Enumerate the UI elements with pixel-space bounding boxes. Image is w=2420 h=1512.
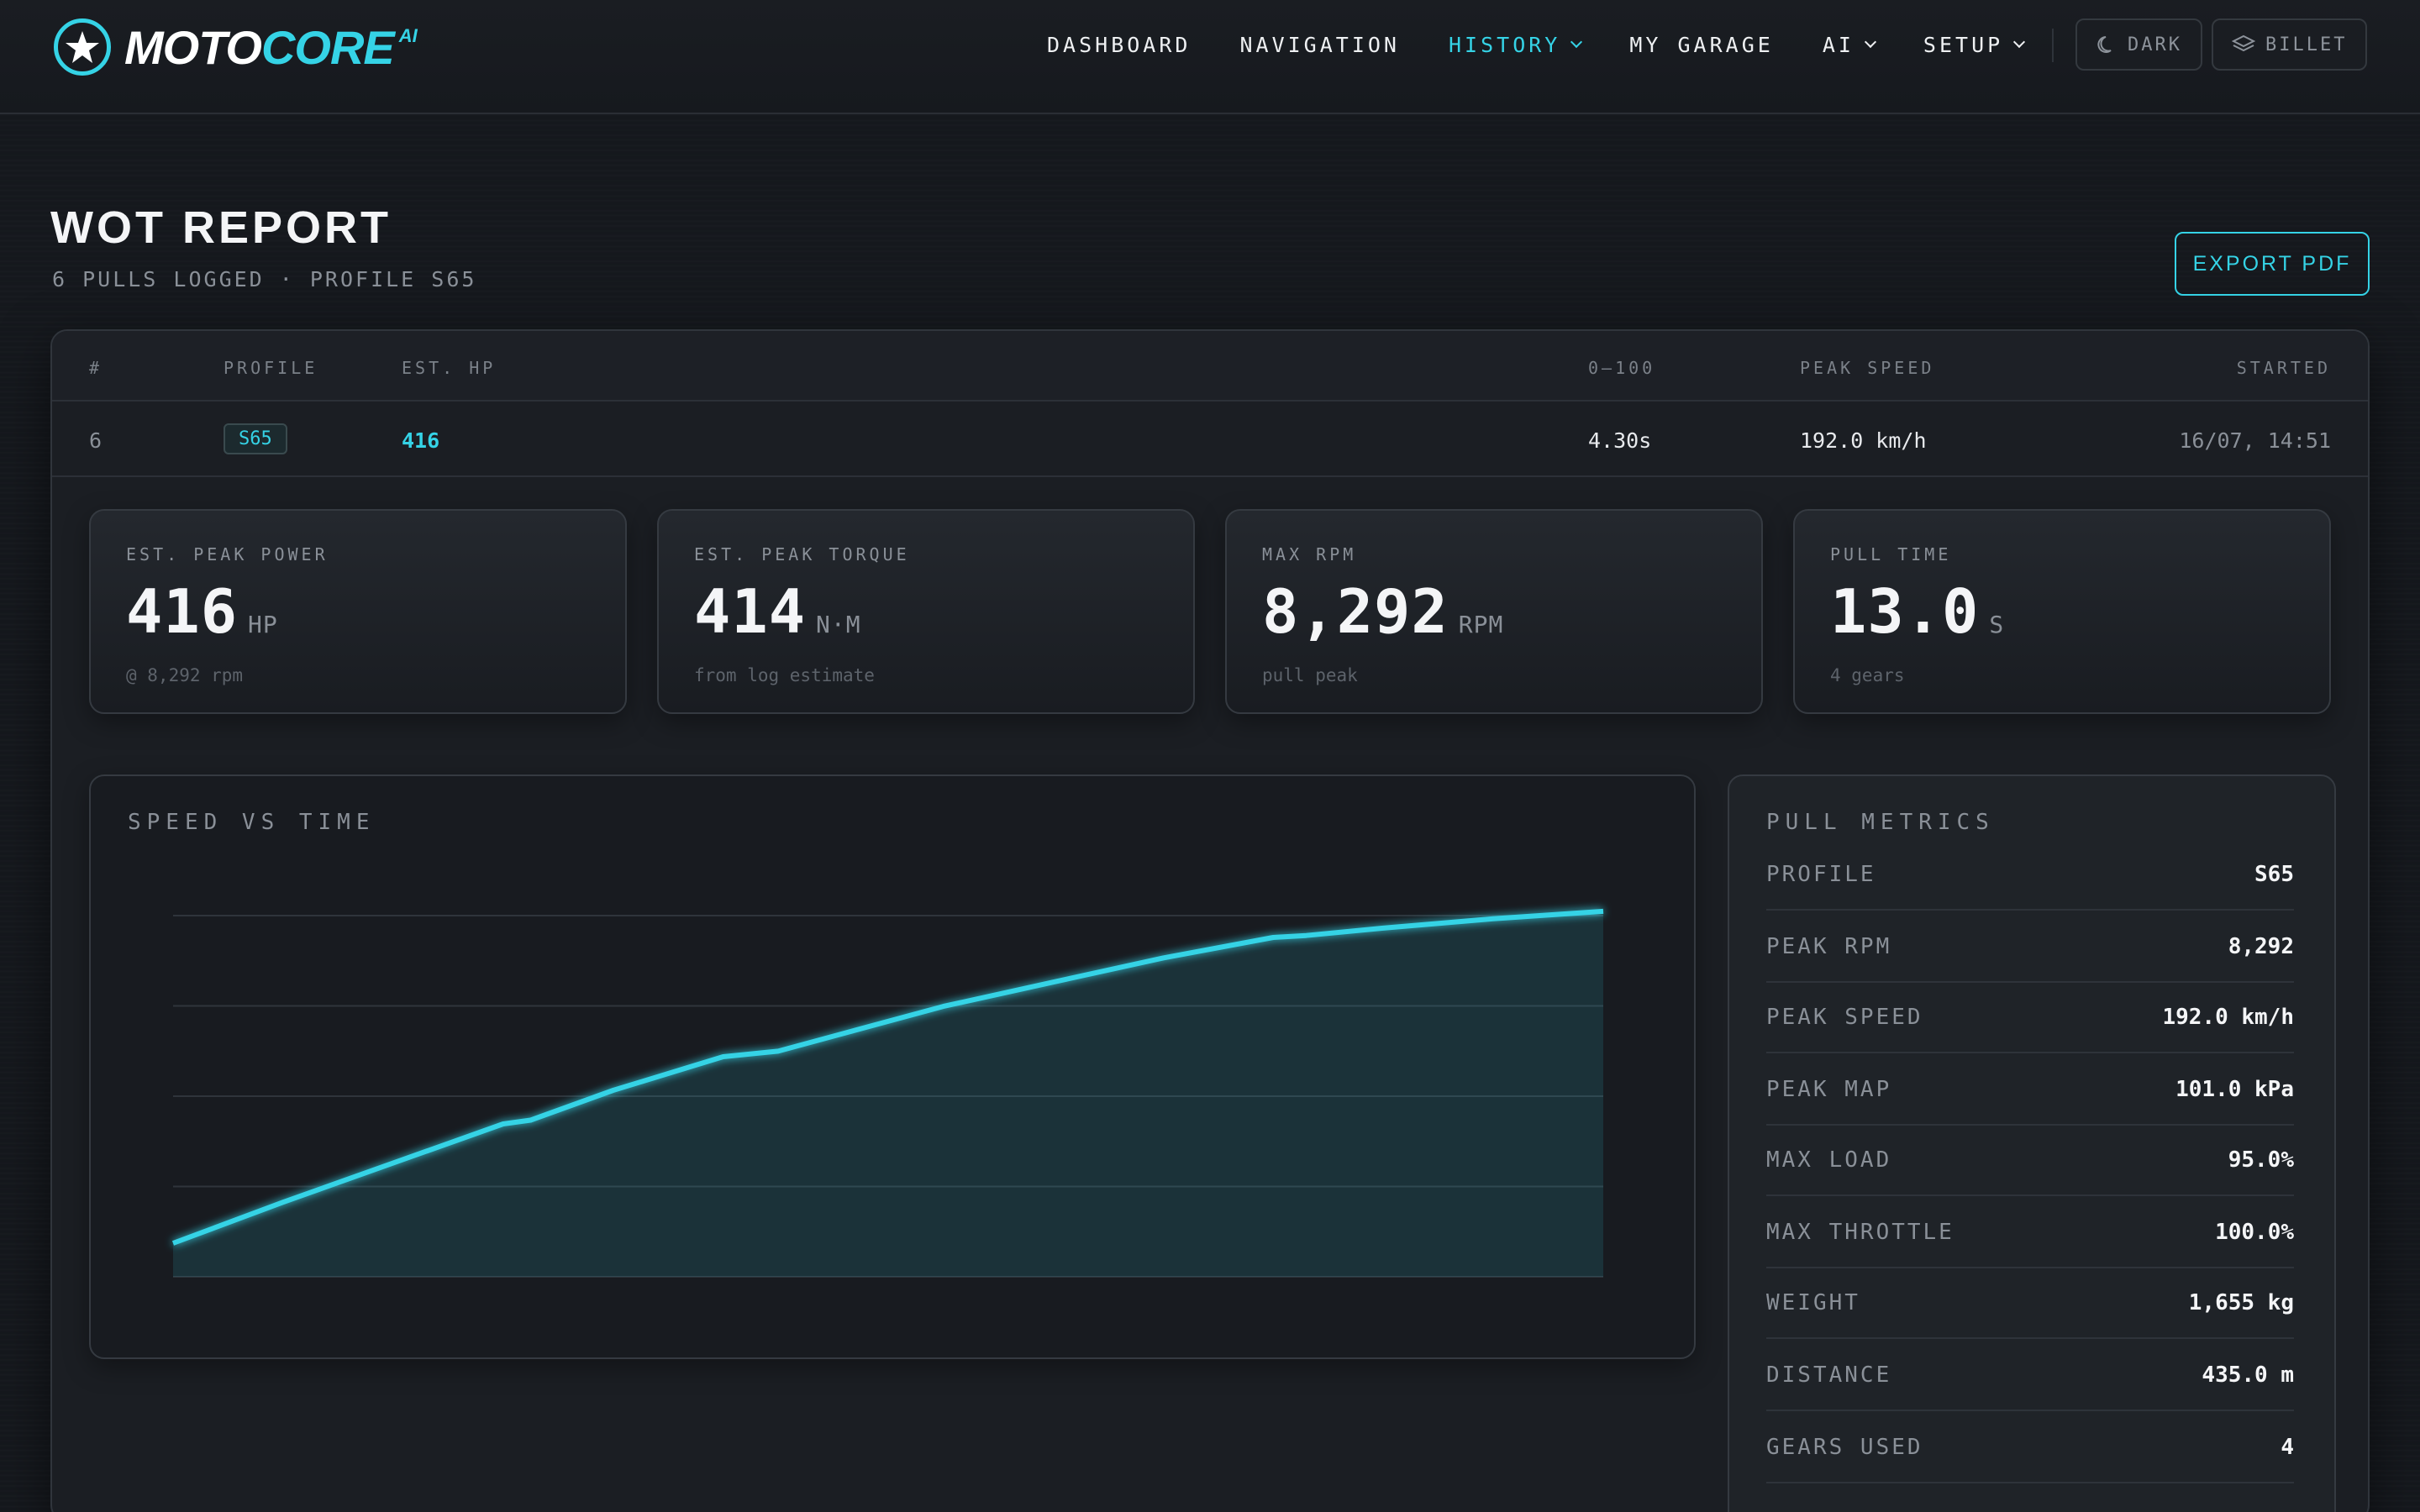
- row-peak-speed: 192.0 km/h: [1800, 428, 1927, 453]
- page-title: WOT REPORT: [50, 202, 392, 253]
- metric-key: PROFILE: [1766, 862, 1876, 887]
- metric-value: 100.0%: [2215, 1220, 2294, 1245]
- metric-row-peak-speed: PEAK SPEED 192.0 km/h: [1766, 981, 2294, 1053]
- chart-title: SPEED VS TIME: [128, 810, 376, 835]
- brand-logo[interactable]: MOTOCORE AI: [54, 17, 418, 77]
- metric-row-gears-used: GEARS USED 4: [1766, 1411, 2294, 1483]
- main-nav: DASHBOARD NAVIGATION HISTORY MY GARAGE A…: [1047, 27, 2072, 62]
- nav-dashboard[interactable]: DASHBOARD: [1047, 32, 1192, 57]
- col-header-hp: EST. HP: [402, 358, 497, 378]
- metric-row-profile: PROFILE S65: [1766, 838, 2294, 911]
- table-header: # PROFILE EST. HP 0–100 PEAK SPEED START…: [52, 331, 2368, 402]
- stat-value: 414: [694, 576, 807, 647]
- profile-badge: S65: [224, 423, 287, 454]
- col-header-profile: PROFILE: [224, 358, 318, 378]
- stat-unit: N·M: [816, 611, 861, 638]
- theme-toggle-label: DARK: [2128, 34, 2182, 55]
- nav-my-garage[interactable]: MY GARAGE: [1629, 32, 1774, 57]
- nav-history[interactable]: HISTORY: [1449, 33, 1583, 57]
- stat-card-peak-power: EST. PEAK POWER 416 HP @ 8,292 rpm: [89, 509, 627, 714]
- col-header-0-100: 0–100: [1588, 358, 1656, 378]
- col-header-peak-speed: PEAK SPEED: [1800, 358, 1935, 378]
- row-num: 6: [89, 428, 103, 453]
- stat-label: MAX RPM: [1262, 544, 1357, 564]
- metric-value: 8,292: [2228, 934, 2294, 959]
- stat-label: EST. PEAK POWER: [126, 544, 329, 564]
- metric-value: 192.0 km/h: [2162, 1005, 2294, 1030]
- brand-ai-tag: AI: [398, 25, 418, 46]
- metric-key: PEAK SPEED: [1766, 1005, 1923, 1030]
- metric-key: GEARS USED: [1766, 1435, 1923, 1460]
- chevron-down-icon: [1864, 35, 1876, 49]
- stat-card-max-rpm: MAX RPM 8,292 RPM pull peak: [1225, 509, 1763, 714]
- metric-key: PEAK RPM: [1766, 934, 1892, 959]
- metric-row-max-throttle: MAX THROTTLE 100.0%: [1766, 1196, 2294, 1268]
- metric-key: WEIGHT: [1766, 1290, 1860, 1315]
- col-header-num: #: [89, 358, 103, 378]
- metric-value: S65: [2254, 862, 2294, 887]
- metric-row-weight: WEIGHT 1,655 kg: [1766, 1267, 2294, 1339]
- page-subtitle: 6 PULLS LOGGED · PROFILE S65: [52, 267, 477, 291]
- stat-unit: HP: [248, 611, 278, 638]
- stat-card-peak-torque: EST. PEAK TORQUE 414 N·M from log estimat…: [657, 509, 1195, 714]
- skin-select-button[interactable]: BILLET: [2212, 18, 2368, 71]
- stat-sub: pull peak: [1262, 665, 1358, 685]
- stat-card-pull-time: PULL TIME 13.0 S 4 gears: [1793, 509, 2331, 714]
- stat-sub: from log estimate: [694, 665, 875, 685]
- metric-row-peak-map: PEAK MAP 101.0 kPa: [1766, 1053, 2294, 1126]
- metric-value: 435.0 m: [2202, 1362, 2294, 1388]
- chevron-down-icon: [2013, 35, 2026, 49]
- metric-row-distance: DISTANCE 435.0 m: [1766, 1339, 2294, 1411]
- stat-sub: 4 gears: [1830, 665, 1905, 685]
- stat-value: 416: [126, 576, 239, 647]
- pull-metrics-card: PULL METRICS PROFILE S65 PEAK RPM 8,292 PE…: [1728, 774, 2336, 1512]
- nav-navigation[interactable]: NAVIGATION: [1239, 32, 1400, 57]
- metric-key: DISTANCE: [1766, 1362, 1892, 1388]
- skin-select-label: BILLET: [2265, 34, 2348, 55]
- metric-key: MAX THROTTLE: [1766, 1220, 1954, 1245]
- stat-label: EST. PEAK TORQUE: [694, 544, 910, 564]
- layers-icon: [2232, 34, 2255, 52]
- stat-unit: RPM: [1458, 611, 1504, 638]
- nav-setup[interactable]: SETUP: [1923, 33, 2026, 57]
- stat-unit: S: [1989, 611, 2005, 638]
- chart-area-fill: [173, 911, 1603, 1277]
- table-row[interactable]: 6 S65 416 4.30s 192.0 km/h 16/07, 14:51: [52, 402, 2368, 477]
- metric-value: 95.0%: [2228, 1147, 2294, 1173]
- report-panel: # PROFILE EST. HP 0–100 PEAK SPEED START…: [50, 329, 2370, 1512]
- row-started: 16/07, 14:51: [2179, 428, 2331, 453]
- stat-value: 13.0: [1830, 576, 1980, 647]
- nav-ai[interactable]: AI: [1823, 33, 1876, 57]
- metric-key: PEAK MAP: [1766, 1077, 1892, 1102]
- speed-chart-card: SPEED VS TIME: [89, 774, 1696, 1359]
- star-icon: [54, 18, 111, 76]
- speed-vs-time-chart: [171, 908, 1604, 1278]
- metric-key: MAX LOAD: [1766, 1147, 1892, 1173]
- theme-toggle-button[interactable]: DARK: [2075, 18, 2202, 71]
- stat-label: PULL TIME: [1830, 544, 1952, 564]
- metric-value: 4: [2281, 1435, 2294, 1460]
- metric-value: 1,655 kg: [2188, 1290, 2294, 1315]
- metrics-title: PULL METRICS: [1766, 810, 1995, 835]
- row-hp: 416: [402, 428, 440, 453]
- metric-value: 101.0 kPa: [2175, 1077, 2294, 1102]
- stat-value: 8,292: [1262, 576, 1449, 647]
- metric-row-max-load: MAX LOAD 95.0%: [1766, 1124, 2294, 1196]
- export-pdf-button[interactable]: EXPORT PDF: [2175, 232, 2370, 296]
- stat-sub: @ 8,292 rpm: [126, 665, 244, 685]
- metric-row-peak-rpm: PEAK RPM 8,292: [1766, 911, 2294, 983]
- top-navbar: MOTOCORE AI DASHBOARD NAVIGATION HISTORY…: [0, 0, 2420, 114]
- brand-name: MOTOCORE: [124, 20, 395, 74]
- moon-icon: [2097, 36, 2112, 53]
- col-header-started: STARTED: [2236, 358, 2331, 378]
- chevron-down-icon: [1570, 35, 1583, 49]
- row-0-100: 4.30s: [1588, 428, 1652, 453]
- nav-divider: [2052, 29, 2054, 62]
